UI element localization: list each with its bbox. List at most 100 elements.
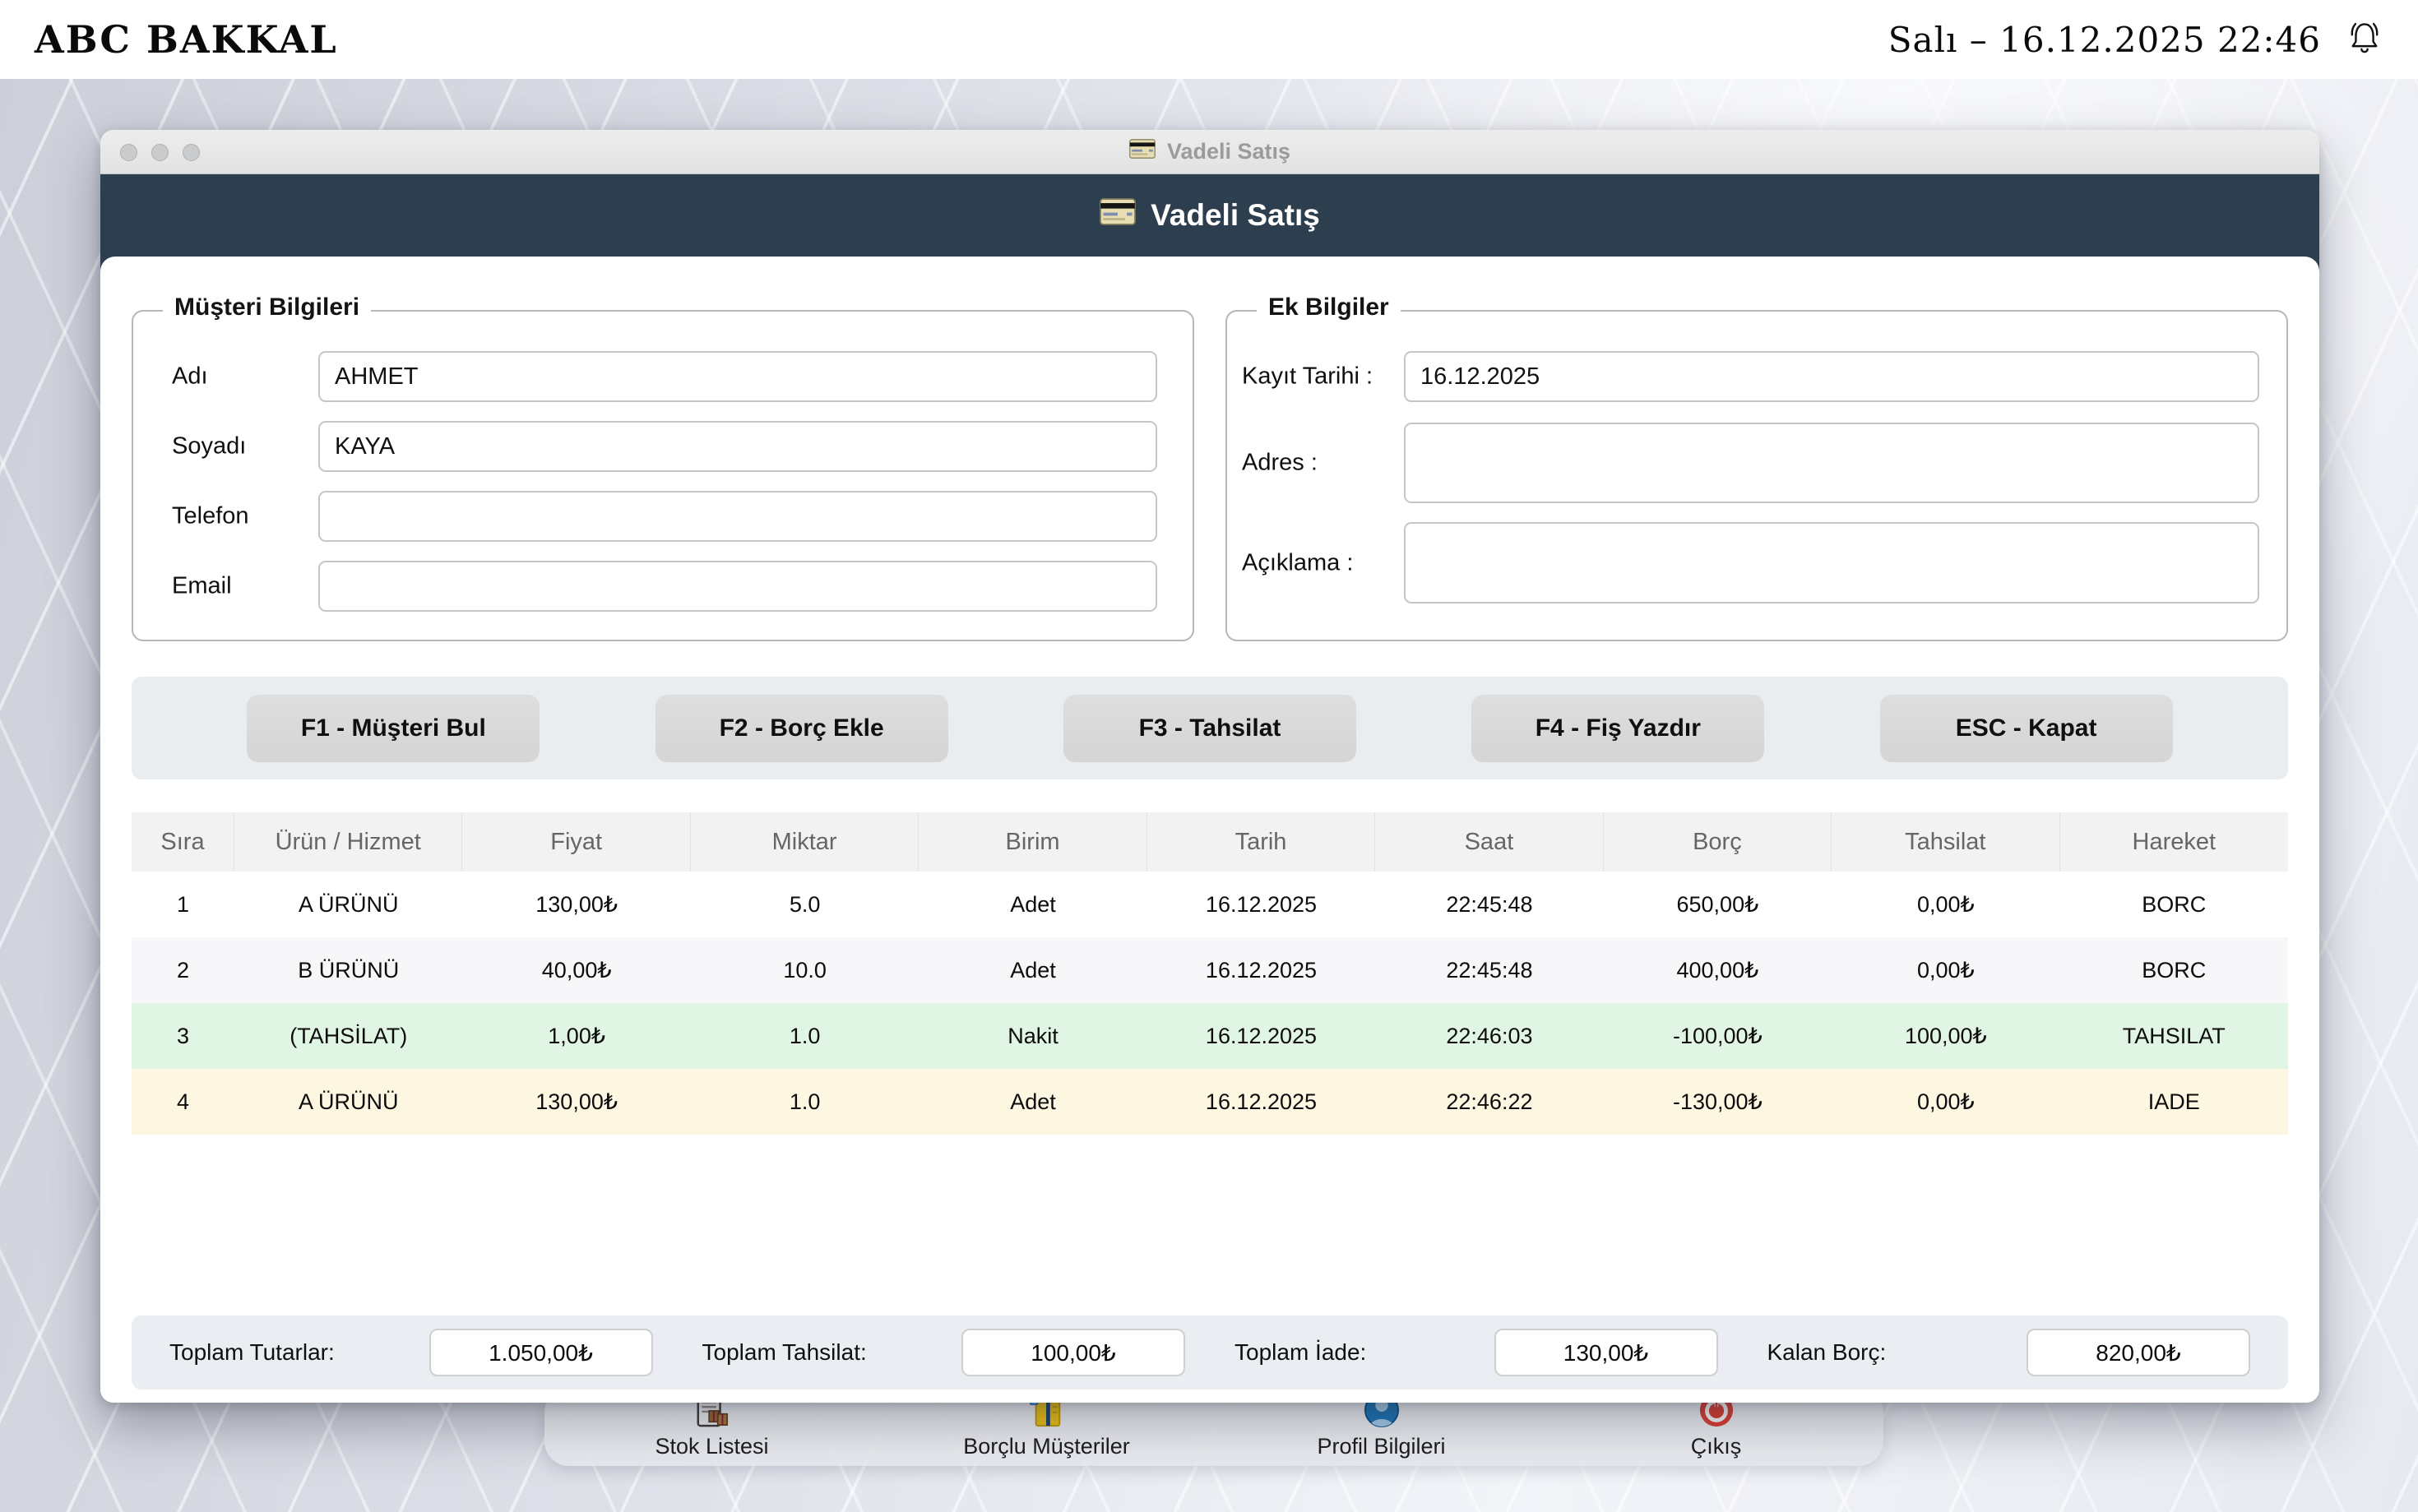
window-titlebar[interactable]: Vadeli Satış [100, 130, 2319, 174]
function-button-bar: F1 - Müşteri Bul F2 - Borç Ekle F3 - Tah… [132, 677, 2288, 779]
table-cell: 16.12.2025 [1205, 1089, 1318, 1114]
total-amount-group: Toplam Tutarlar: 1.050,00₺ [169, 1329, 702, 1376]
column-header: Tahsilat [1832, 812, 2060, 872]
table-cell: 130,00₺ [535, 1089, 618, 1114]
transactions-table: Sıra Ürün / Hizmet Fiyat Miktar Birim Tarih Sa… [132, 812, 2288, 1135]
close-button[interactable] [120, 143, 137, 161]
name-input[interactable] [318, 351, 1157, 402]
table-cell: -130,00₺ [1673, 1089, 1763, 1114]
window-content: Müşteri Bilgileri Adı Soyadı Telefon Ema… [100, 257, 2319, 1403]
column-header: Birim [919, 812, 1147, 872]
column-header: Ürün / Hizmet [234, 812, 463, 872]
customer-info-section: Müşteri Bilgileri Adı Soyadı Telefon Ema… [132, 294, 1194, 641]
esc-close-button[interactable]: ESC - Kapat [1879, 694, 2173, 762]
table-cell: 0,00₺ [1916, 1089, 1975, 1114]
table-cell: 1.0 [789, 1089, 821, 1114]
table-cell: 22:46:22 [1446, 1089, 1533, 1114]
table-cell: 100,00₺ [1904, 1023, 1987, 1048]
table-cell: 16.12.2025 [1205, 891, 1318, 917]
zoom-button[interactable] [183, 143, 200, 161]
table-cell: Adet [1010, 1089, 1056, 1114]
table-row[interactable]: 2 B ÜRÜNÜ 40,00₺ 10.0 Adet 16.12.2025 22:45:48… [132, 937, 2288, 1003]
address-label: Adres : [1242, 449, 1318, 476]
table-row[interactable]: 1 A ÜRÜNÜ 130,00₺ 5.0 Adet 16.12.2025 22:45:48… [132, 872, 2288, 937]
dock-item-debtor-customers[interactable]: Borçlu Müşteriler [879, 1388, 1214, 1459]
table-cell: 5.0 [789, 891, 821, 917]
column-header: Miktar [691, 812, 919, 872]
table-cell: A ÜRÜNÜ [298, 1089, 399, 1114]
table-cell: 40,00₺ [541, 957, 612, 983]
table-cell: IADE [2147, 1089, 2200, 1114]
f1-find-customer-button[interactable]: F1 - Müşteri Bul [247, 694, 540, 762]
page-title: Vadeli Satış [1151, 198, 1320, 232]
total-amount-value: 1.050,00₺ [428, 1329, 653, 1376]
column-header: Borç [1604, 812, 1832, 872]
address-textarea[interactable] [1404, 423, 2259, 503]
table-cell: 1.0 [789, 1023, 821, 1048]
table-cell: 3 [176, 1023, 190, 1048]
credit-card-icon [1100, 198, 1136, 233]
table-row[interactable]: 4 A ÜRÜNÜ 130,00₺ 1.0 Adet 16.12.2025 22:46:22… [132, 1069, 2288, 1135]
dock-label: Profil Bilgileri [1317, 1434, 1446, 1459]
email-input[interactable] [318, 561, 1157, 612]
table-cell: 22:45:48 [1446, 957, 1533, 983]
system-topbar: ABC BAKKAL Salı – 16.12.2025 22:46 [0, 0, 2418, 79]
table-cell: 4 [176, 1089, 190, 1114]
dock-label: Çıkış [1690, 1434, 1742, 1459]
total-refund-label: Toplam İade: [1234, 1339, 1367, 1365]
window-title: Vadeli Satış [1166, 139, 1291, 164]
column-header: Sıra [132, 812, 234, 872]
table-cell: 22:46:03 [1446, 1023, 1533, 1048]
section-legend: Müşteri Bilgileri [163, 294, 372, 321]
f4-print-receipt-button[interactable]: F4 - Fiş Yazdır [1471, 694, 1765, 762]
table-cell: A ÜRÜNÜ [298, 891, 399, 917]
total-refund-value: 130,00₺ [1494, 1329, 1718, 1376]
table-cell: 130,00₺ [535, 891, 618, 917]
table-cell: 22:45:48 [1446, 891, 1533, 917]
table-cell: Nakit [1008, 1023, 1058, 1048]
dock-label: Stok Listesi [655, 1434, 769, 1459]
table-cell: 2 [176, 957, 190, 983]
total-amount-label: Toplam Tutarlar: [169, 1339, 335, 1365]
f2-add-debt-button[interactable]: F2 - Borç Ekle [655, 694, 948, 762]
table-cell: 16.12.2025 [1205, 957, 1318, 983]
table-cell: B ÜRÜNÜ [298, 957, 400, 983]
table-cell: -100,00₺ [1673, 1023, 1763, 1048]
dock-label: Borçlu Müşteriler [963, 1434, 1130, 1459]
phone-input[interactable] [318, 491, 1157, 542]
table-row[interactable]: 3 (TAHSİLAT) 1,00₺ 1.0 Nakit 16.12.2025 22:46:… [132, 1003, 2288, 1069]
record-date-input[interactable] [1404, 351, 2259, 402]
table-header: Sıra Ürün / Hizmet Fiyat Miktar Birim Tarih Sa… [132, 812, 2288, 872]
record-date-label: Kayıt Tarihi : [1242, 363, 1373, 390]
column-header: Fiyat [462, 812, 691, 872]
vadeli-satis-window: Vadeli Satış Vadeli Satış Müşteri Bilgil… [100, 130, 2319, 1403]
total-refund-group: Toplam İade: 130,00₺ [1234, 1329, 1767, 1376]
window-header: Vadeli Satış [100, 174, 2319, 271]
table-body: 1 A ÜRÜNÜ 130,00₺ 5.0 Adet 16.12.2025 22:45:48… [132, 872, 2288, 1135]
column-header: Hareket [2132, 828, 2216, 855]
surname-label: Soyadı [172, 432, 247, 460]
table-cell: 1 [176, 891, 190, 917]
table-cell: 16.12.2025 [1205, 1023, 1318, 1048]
remaining-debt-group: Kalan Borç: 820,00₺ [1767, 1329, 2250, 1376]
remaining-debt-label: Kalan Borç: [1767, 1339, 1887, 1365]
phone-label: Telefon [172, 502, 249, 529]
bell-icon[interactable] [2346, 19, 2383, 61]
description-textarea[interactable] [1404, 522, 2259, 603]
column-header: Saat [1375, 812, 1604, 872]
totals-bar: Toplam Tutarlar: 1.050,00₺ Toplam Tahsil… [132, 1315, 2288, 1389]
table-cell: 400,00₺ [1676, 957, 1759, 983]
table-cell: TAHSILAT [2122, 1023, 2226, 1048]
surname-input[interactable] [318, 421, 1157, 472]
description-label: Açıklama : [1242, 549, 1354, 576]
f3-collection-button[interactable]: F3 - Tahsilat [1063, 694, 1356, 762]
minimize-button[interactable] [151, 143, 169, 161]
table-cell: Adet [1010, 891, 1056, 917]
table-cell: BORC [2142, 957, 2207, 983]
name-label: Adı [172, 363, 208, 390]
clock-datetime: Salı – 16.12.2025 22:46 [1888, 19, 2321, 60]
column-header: Tarih [1147, 812, 1376, 872]
total-collection-value: 100,00₺ [961, 1329, 1185, 1376]
table-cell: Adet [1010, 957, 1056, 983]
section-legend: Ek Bilgiler [1257, 294, 1401, 321]
